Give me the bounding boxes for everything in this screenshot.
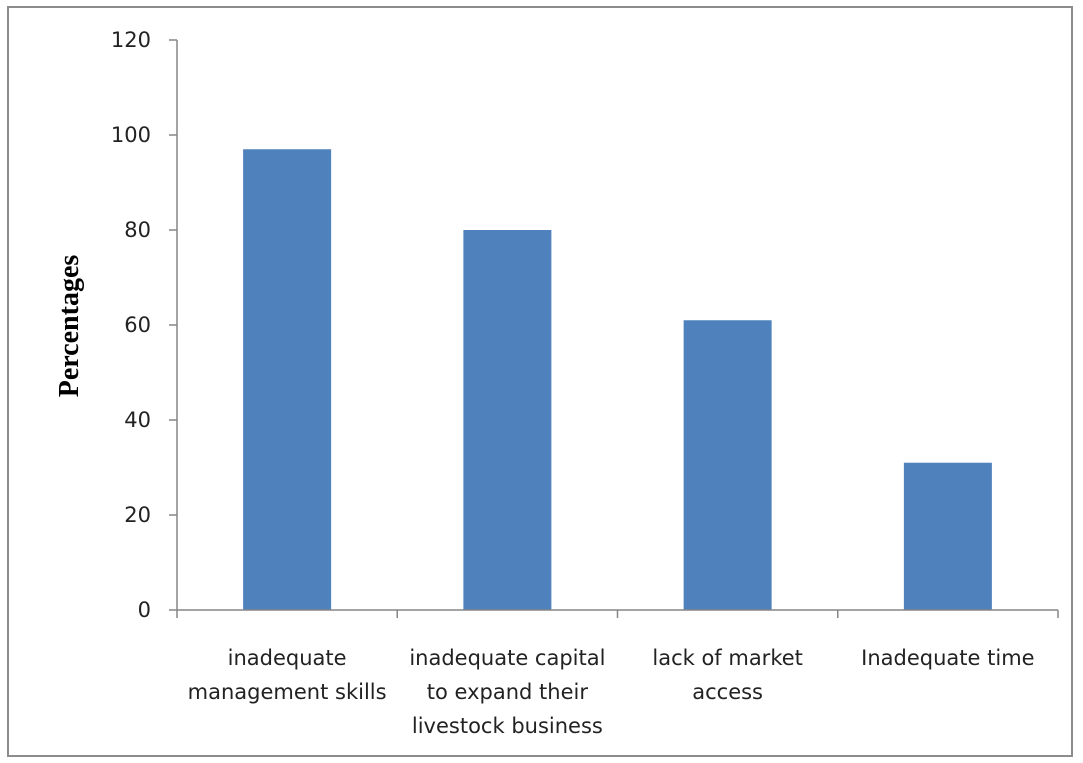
y-tick-label: 0 — [138, 598, 151, 622]
y-tick-label: 40 — [124, 408, 151, 432]
y-axis-title: Percentages — [54, 255, 85, 398]
y-tick-label: 80 — [124, 218, 151, 242]
bar — [243, 149, 332, 610]
y-tick-label: 120 — [111, 28, 151, 52]
bar — [903, 462, 992, 610]
bars — [243, 149, 992, 610]
x-category-label: Inadequate time — [861, 646, 1034, 670]
y-tick-label: 100 — [111, 123, 151, 147]
x-axis-category-labels: inadequate management skills inadequate ca… — [188, 646, 1035, 738]
x-category-label: inadequate capital to expand their livesto… — [409, 646, 605, 738]
y-tick-label: 20 — [124, 503, 151, 527]
bar — [463, 230, 552, 610]
y-tick-label: 60 — [124, 313, 151, 337]
x-category-label: inadequate management skills — [188, 646, 387, 704]
y-axis-ticks: 0 20 40 60 80 100 120 — [111, 28, 177, 622]
bar — [683, 320, 772, 610]
axes — [176, 40, 1059, 618]
x-category-label: lack of market access — [652, 646, 803, 704]
